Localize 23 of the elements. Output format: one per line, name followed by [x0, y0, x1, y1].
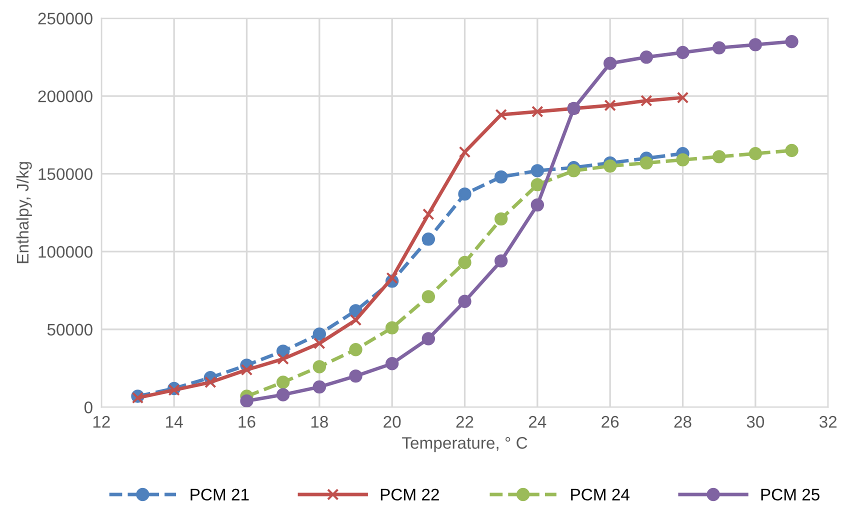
x-tick-label: 26: [602, 416, 619, 428]
x-tick-label: 22: [456, 416, 474, 428]
x-tick-label: 32: [819, 416, 837, 428]
y-tick-label: 0: [84, 402, 92, 414]
y-tick-label: 250000: [38, 12, 92, 24]
x-tick-label: 18: [311, 416, 328, 428]
y-tick-label: 100000: [38, 246, 92, 258]
x-tick-label: 16: [238, 416, 256, 428]
y-tick-label: 150000: [38, 168, 92, 180]
x-tick-label: 20: [384, 416, 401, 428]
legend-label: PCM 24: [571, 488, 630, 501]
x-tick-label: 12: [93, 416, 110, 428]
x-tick-label: 24: [528, 416, 546, 428]
x-tick-label: 30: [746, 416, 764, 428]
y-tick-label: 50000: [47, 324, 92, 336]
y-tick-label: 200000: [38, 90, 92, 102]
x-tick-label: 28: [674, 416, 692, 428]
legend-label: PCM 22: [380, 488, 439, 501]
legend-label: PCM 21: [190, 488, 249, 501]
x-tick-label: 14: [166, 416, 183, 428]
legend-label: PCM 25: [761, 488, 820, 501]
y-axis-title: Enthalpy, J/kg: [16, 162, 32, 264]
x-axis-title: Temperature, ° C: [402, 437, 528, 452]
